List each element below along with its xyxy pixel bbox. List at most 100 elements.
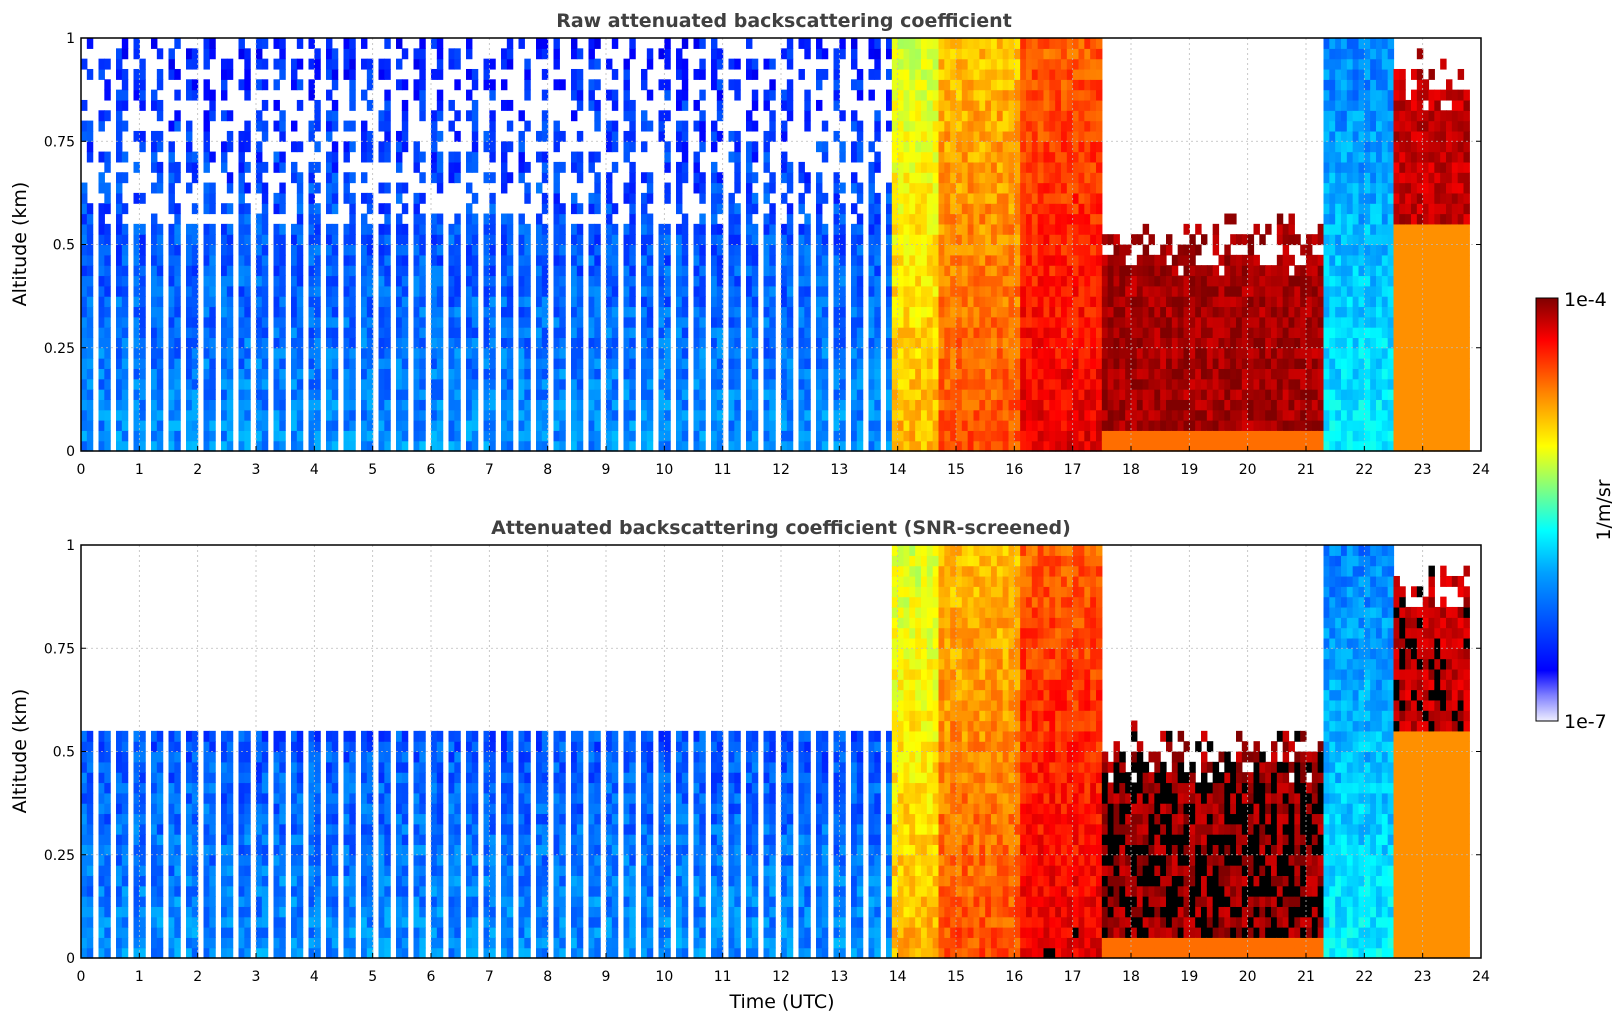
- heatmap-cell: [156, 378, 164, 390]
- heatmap-cell: [1014, 285, 1021, 297]
- heatmap-cell: [226, 265, 234, 277]
- heatmap-cell: [1201, 316, 1208, 328]
- heatmap-cell: [1136, 316, 1144, 328]
- heatmap-cell: [261, 285, 269, 297]
- heatmap-cell: [816, 223, 823, 235]
- heatmap-cell: [431, 161, 438, 173]
- heatmap-cell: [279, 120, 286, 132]
- heatmap-cell: [378, 337, 385, 349]
- heatmap-cell: [1026, 368, 1033, 380]
- heatmap-cell: [116, 192, 123, 204]
- heatmap-cell: [903, 58, 910, 70]
- heatmap-cell: [944, 172, 951, 184]
- heatmap-cell: [413, 389, 420, 400]
- heatmap-cell: [186, 316, 193, 328]
- heatmap-cell: [168, 296, 175, 308]
- heatmap-cell: [291, 389, 298, 400]
- heatmap-cell: [816, 368, 823, 380]
- heatmap-cell: [851, 141, 858, 153]
- heatmap-cell: [1043, 399, 1050, 411]
- heatmap-cell: [1241, 306, 1249, 318]
- heatmap-cell: [886, 337, 893, 349]
- heatmap-cell: [985, 182, 992, 194]
- heatmap-cell: [98, 213, 105, 225]
- heatmap-cell: [996, 389, 1004, 400]
- heatmap-cell: [699, 213, 706, 225]
- heatmap-cell: [454, 399, 461, 411]
- heatmap-cell: [1090, 38, 1097, 49]
- heatmap-cell: [1160, 275, 1167, 287]
- heatmap-cell: [716, 368, 724, 380]
- heatmap-cell: [629, 296, 636, 308]
- heatmap-cell: [1031, 48, 1039, 60]
- heatmap-cell: [874, 110, 881, 122]
- heatmap-cell: [98, 296, 105, 308]
- heatmap-cell: [501, 99, 508, 111]
- heatmap-cell: [314, 296, 321, 308]
- heatmap-cell: [203, 440, 210, 452]
- heatmap-cell: [961, 327, 969, 339]
- heatmap-cell: [1206, 265, 1214, 277]
- heatmap-cell: [536, 130, 543, 142]
- heatmap-cell: [751, 358, 759, 369]
- heatmap-cell: [1224, 327, 1231, 339]
- heatmap-cell: [331, 368, 339, 380]
- heatmap-cell: [1090, 296, 1097, 308]
- heatmap-cell: [203, 130, 210, 142]
- heatmap-cell: [891, 420, 899, 431]
- heatmap-cell: [1008, 327, 1015, 339]
- heatmap-cell: [950, 161, 957, 173]
- heatmap-cell: [950, 203, 957, 215]
- heatmap-cell: [314, 99, 321, 111]
- heatmap-cell: [681, 120, 689, 132]
- heatmap-cell: [646, 223, 654, 235]
- heatmap-cell: [944, 203, 951, 215]
- heatmap-cell: [454, 347, 461, 359]
- heatmap-cell: [396, 38, 403, 49]
- heatmap-cell: [1026, 223, 1033, 235]
- heatmap-cell: [314, 420, 321, 431]
- heatmap-cell: [139, 275, 146, 287]
- heatmap-cell: [361, 223, 368, 235]
- heatmap-cell: [606, 234, 613, 246]
- heatmap-cell: [541, 172, 549, 184]
- heatmap-cell: [244, 89, 251, 101]
- heatmap-cell: [1113, 265, 1120, 277]
- heatmap-cell: [594, 285, 601, 297]
- heatmap-cell: [186, 358, 193, 369]
- heatmap-cell: [1189, 337, 1196, 349]
- heatmap-cell: [1020, 120, 1027, 132]
- heatmap-cell: [711, 430, 718, 442]
- heatmap-cell: [1241, 389, 1249, 400]
- heatmap-cell: [996, 120, 1004, 132]
- heatmap-cell: [1241, 399, 1249, 411]
- heatmap-cell: [786, 172, 794, 184]
- heatmap-cell: [1008, 420, 1015, 431]
- heatmap-cell: [116, 68, 123, 80]
- heatmap-cell: [1008, 440, 1015, 452]
- heatmap-cell: [553, 327, 560, 339]
- heatmap-cell: [851, 58, 858, 70]
- heatmap-cell: [1066, 120, 1074, 132]
- heatmap-cell: [1055, 203, 1062, 215]
- heatmap-cell: [641, 378, 648, 390]
- heatmap-cell: [518, 327, 525, 339]
- heatmap-cell: [168, 275, 175, 287]
- heatmap-cell: [798, 234, 805, 246]
- heatmap-cell: [174, 223, 181, 235]
- heatmap-cell: [856, 399, 864, 411]
- heatmap-cell: [81, 285, 88, 297]
- heatmap-cell: [221, 399, 228, 411]
- heatmap-cell: [139, 79, 146, 91]
- heatmap-cell: [944, 213, 951, 225]
- heatmap-cell: [466, 244, 473, 256]
- heatmap-cell: [1201, 296, 1208, 308]
- heatmap-cell: [559, 347, 566, 359]
- heatmap-cell: [326, 285, 333, 297]
- heatmap-cell: [419, 368, 426, 380]
- heatmap-cell: [244, 327, 251, 339]
- heatmap-cell: [121, 151, 129, 163]
- heatmap-cell: [1241, 420, 1249, 431]
- heatmap-cell: [1125, 265, 1132, 277]
- heatmap-cell: [1026, 58, 1033, 70]
